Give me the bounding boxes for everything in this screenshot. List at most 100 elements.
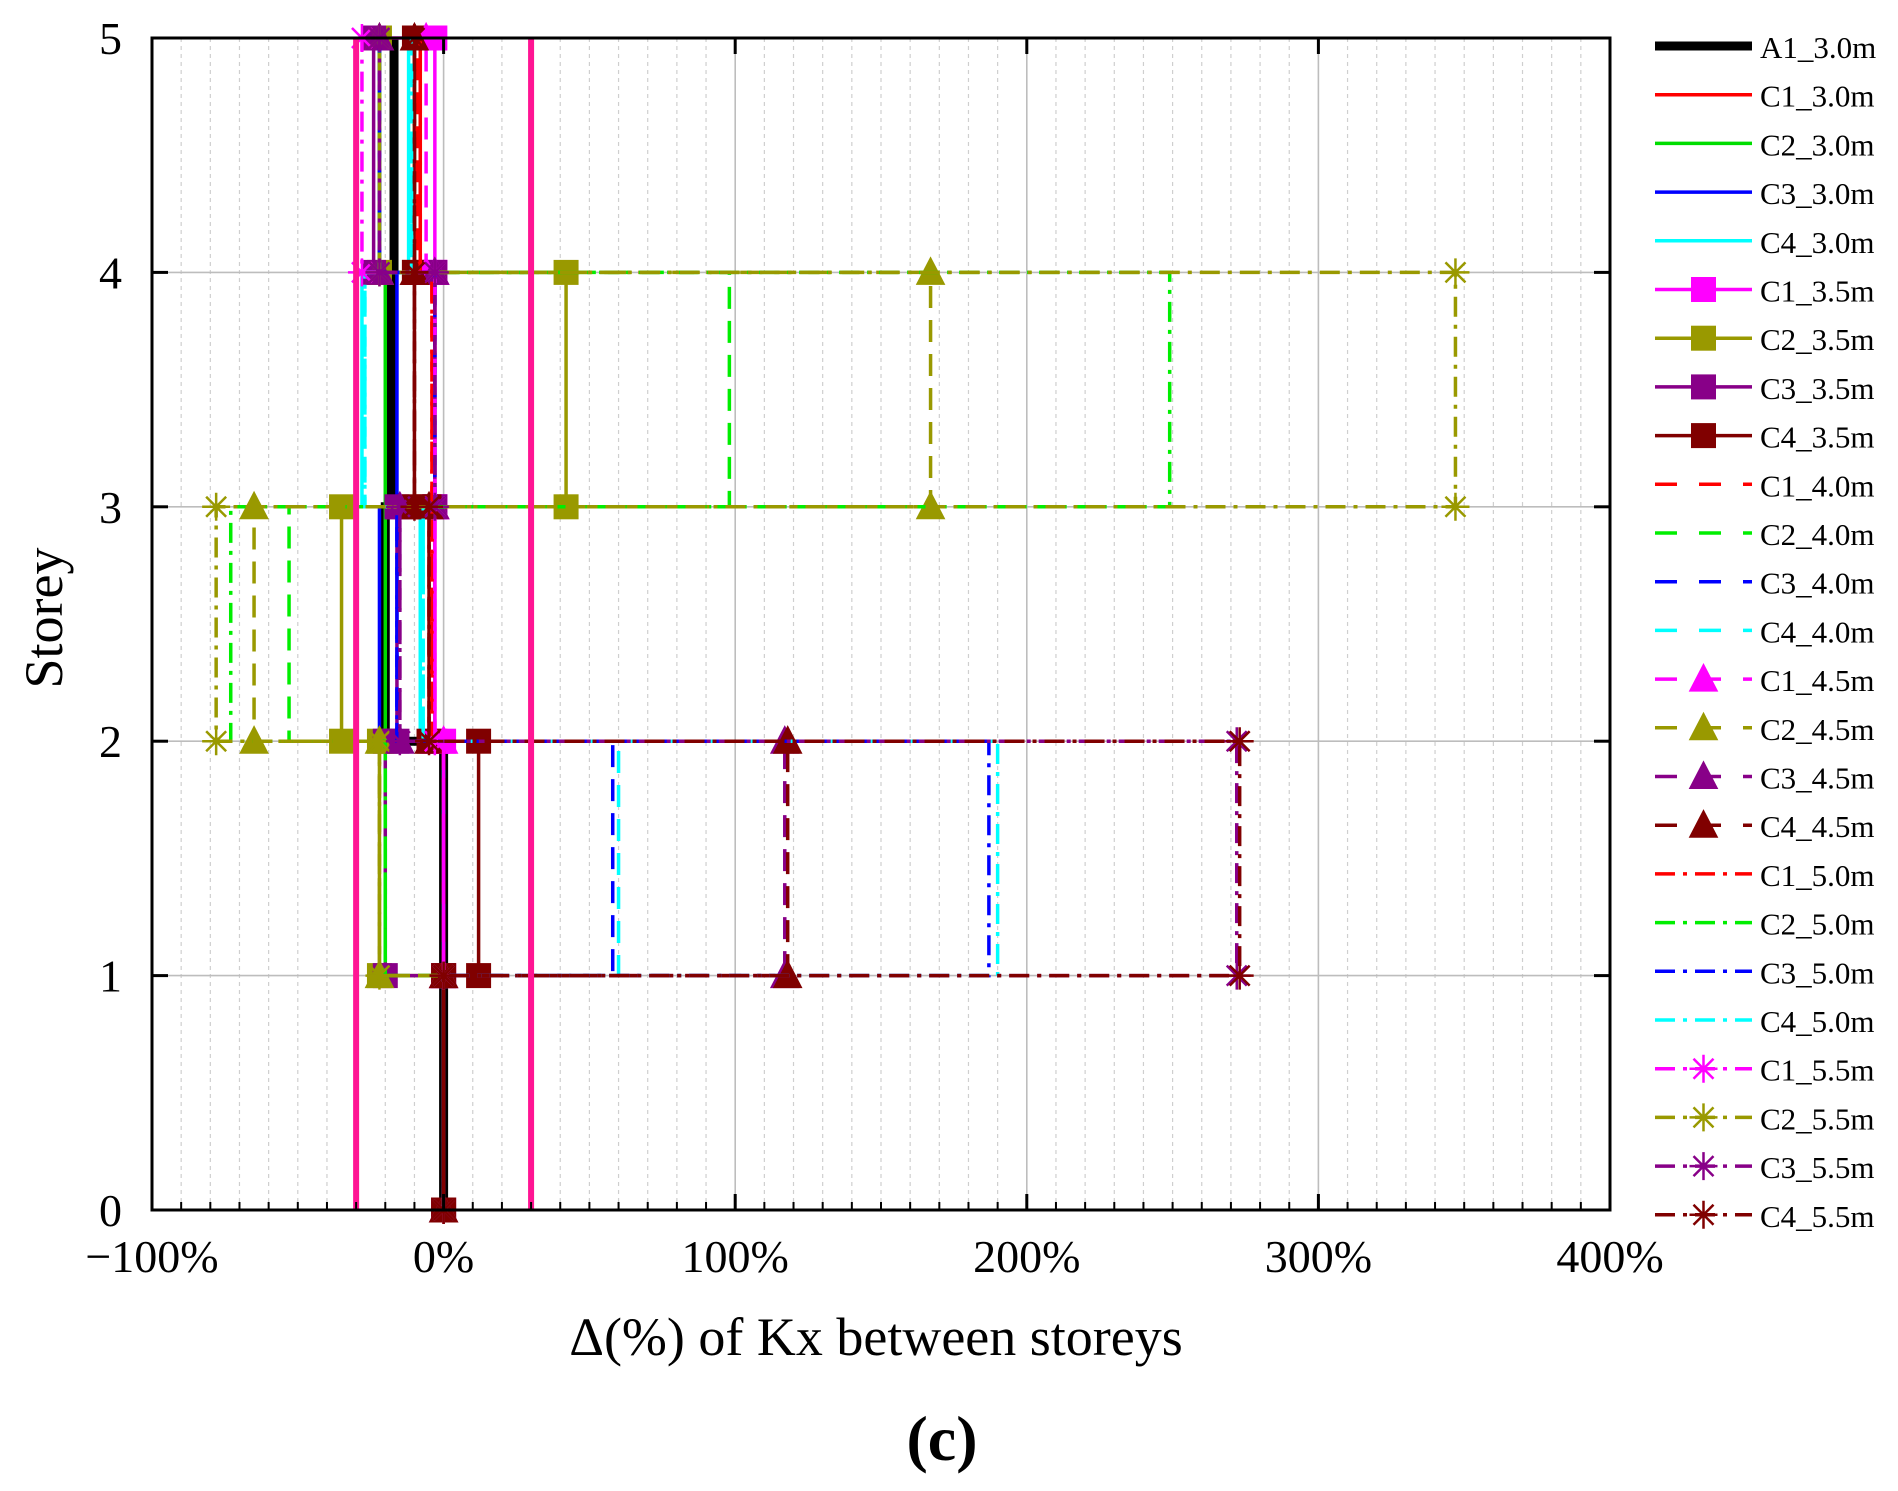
legend-item-C3_4.0m: C3_4.0m [1655, 566, 1875, 601]
series-marker [1441, 258, 1470, 287]
legend-item-C2_5.5m: C2_5.5m [1655, 1101, 1875, 1136]
series-layer [202, 21, 1470, 1224]
legend-item-C2_5.0m: C2_5.0m [1655, 907, 1875, 942]
legend-item-C3_5.5m: C3_5.5m [1655, 1150, 1875, 1185]
legend-item-C4_3.5m: C4_3.5m [1655, 420, 1875, 455]
legend-item-C3_5.0m: C3_5.0m [1655, 955, 1875, 990]
series-marker [365, 961, 394, 990]
y-tick-label: 3 [99, 482, 122, 533]
limit-lines [353, 38, 535, 1210]
series-marker [1689, 1152, 1718, 1181]
series-marker [385, 492, 414, 521]
legend-label: C2_3.0m [1760, 127, 1875, 162]
series-marker [347, 258, 376, 287]
series-marker [1688, 809, 1719, 838]
legend-label: C4_3.0m [1760, 225, 1875, 260]
grid-layer [151, 37, 1611, 1211]
x-tick-label: 400% [1556, 1231, 1663, 1282]
legend-item-C2_3.5m: C2_3.5m [1655, 322, 1875, 357]
legend-item-C2_4.0m: C2_4.0m [1655, 517, 1875, 552]
legend-label: C3_3.5m [1760, 371, 1875, 406]
legend-item-C1_5.0m: C1_5.0m [1655, 858, 1875, 893]
x-tick-label: −100% [85, 1231, 218, 1282]
series-C2_4.5m [239, 21, 946, 1223]
legend-item-C3_4.5m: C3_4.5m [1655, 760, 1875, 796]
axes-layer: −100% 0% 100% 200% 300% 400% 0 1 2 3 4 5 [85, 13, 1663, 1282]
legend-item-C1_3.5m: C1_3.5m [1655, 274, 1875, 309]
legend-label: C1_3.5m [1760, 274, 1875, 309]
series-marker [415, 727, 444, 756]
y-axis-label: Storey [14, 548, 74, 689]
legend-label: C3_5.0m [1760, 955, 1875, 990]
legend-label: C1_5.5m [1760, 1053, 1875, 1088]
series-marker [420, 258, 449, 287]
legend-label: C1_3.0m [1760, 79, 1875, 114]
series-C3_5.5m [365, 24, 1251, 1224]
series-line [412, 38, 790, 1210]
legend-label: C3_3.0m [1760, 176, 1875, 211]
series-marker [1689, 1200, 1718, 1229]
y-tick-label: 5 [99, 13, 122, 64]
series-marker [385, 727, 414, 756]
series-line [377, 38, 991, 1210]
y-tick-label: 4 [99, 247, 122, 298]
series-marker [415, 492, 444, 521]
legend-item-C1_5.5m: C1_5.5m [1655, 1053, 1875, 1088]
legend-item-C4_5.5m: C4_5.5m [1655, 1199, 1875, 1234]
series-C4_4.0m [363, 38, 621, 1210]
legend-label: C2_5.5m [1760, 1101, 1875, 1136]
series-marker [1441, 492, 1470, 521]
series-C2_5.0m [228, 38, 1172, 1210]
series-C4_5.0m [363, 38, 1000, 1210]
legend-item-C4_5.0m: C4_5.0m [1655, 1004, 1875, 1039]
series-marker [1688, 711, 1719, 741]
series-line [363, 38, 1000, 1210]
legend-label: C4_5.5m [1760, 1199, 1875, 1234]
legend-item-C2_4.5m: C2_4.5m [1655, 711, 1875, 747]
legend-label: C4_3.5m [1760, 420, 1875, 455]
series-marker [1688, 760, 1719, 789]
legend-item-C4_3.0m: C4_3.0m [1655, 225, 1875, 260]
series-marker [1225, 961, 1254, 990]
x-tick-label: 300% [1265, 1231, 1372, 1282]
series-marker [1689, 1103, 1718, 1132]
legend-label: C2_4.5m [1760, 712, 1875, 747]
legend-label: A1_3.0m [1760, 30, 1876, 65]
series-marker [202, 727, 231, 756]
series-line [214, 38, 1458, 1210]
series-C3_5.0m [377, 38, 991, 1210]
series-line [228, 38, 1172, 1210]
series-marker [1691, 325, 1716, 351]
legend-label: C2_3.5m [1760, 322, 1875, 357]
series-line [363, 38, 621, 1210]
legend-item-C4_4.5m: C4_4.5m [1655, 809, 1875, 844]
series-marker [365, 258, 394, 287]
y-tick-label: 0 [99, 1185, 122, 1236]
x-axis-label: Δ(%) of Kx between storeys [569, 1307, 1183, 1367]
series-C4_4.5m [399, 21, 803, 1223]
legend-item-C1_4.0m: C1_4.0m [1655, 468, 1875, 503]
x-tick-label: 100% [682, 1231, 789, 1282]
x-tick-label: 200% [973, 1231, 1080, 1282]
y-tick-label: 1 [99, 951, 122, 1002]
series-marker [1225, 727, 1254, 756]
legend-item-C2_3.0m: C2_3.0m [1655, 127, 1875, 162]
legend-item-C1_3.0m: C1_3.0m [1655, 79, 1875, 114]
legend-label: C1_4.5m [1760, 663, 1875, 698]
legend-label: C4_5.0m [1760, 1004, 1875, 1039]
legend-item-A1_3.0m: A1_3.0m [1655, 30, 1876, 65]
series-marker [1689, 1054, 1718, 1083]
series-marker [400, 492, 429, 521]
legend: A1_3.0m C1_3.0m C2_3.0m C3_3.0m C4_3.0m C1_3.… [1655, 30, 1876, 1234]
x-tick-label: 0% [413, 1231, 474, 1282]
series-line [412, 38, 1242, 1210]
series-marker [365, 727, 394, 756]
series-marker [429, 961, 458, 990]
legend-item-C3_3.0m: C3_3.0m [1655, 176, 1875, 211]
legend-label: C2_4.0m [1760, 517, 1875, 552]
legend-label: C1_5.0m [1760, 858, 1875, 893]
legend-item-C1_4.5m: C1_4.5m [1655, 663, 1875, 698]
series-C2_3.5m [329, 25, 579, 1223]
series-marker [1688, 663, 1719, 692]
